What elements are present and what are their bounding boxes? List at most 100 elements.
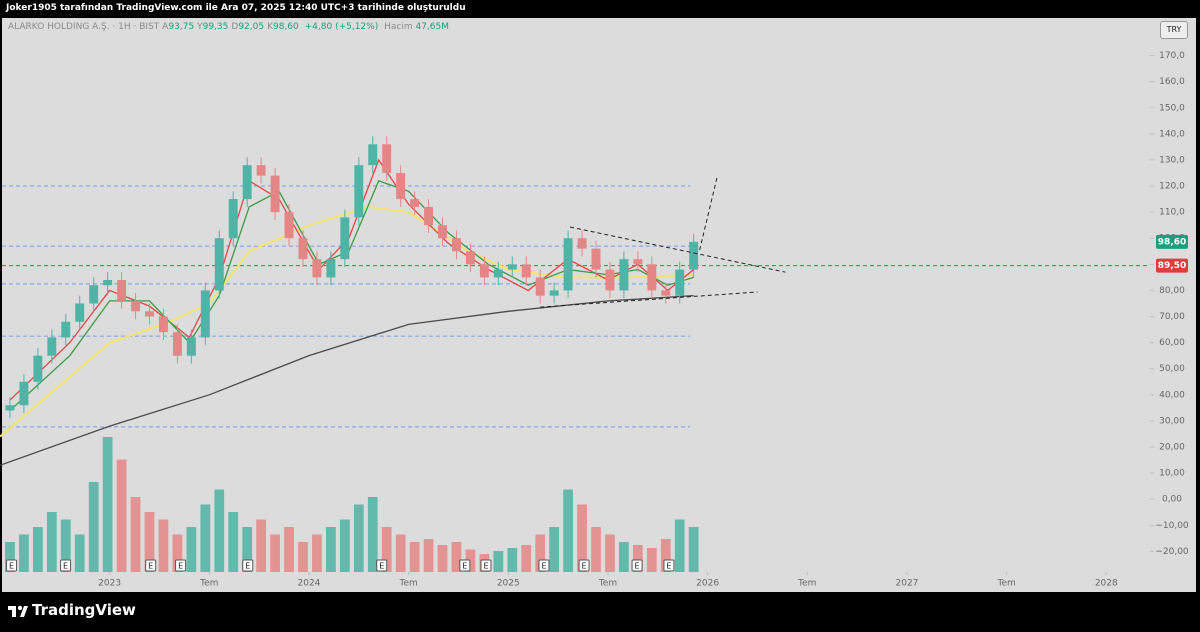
candle-body (33, 355, 43, 382)
volume-bar (116, 459, 127, 572)
volume-bar (605, 534, 615, 572)
event-marker (631, 559, 643, 572)
volume-bar (577, 504, 587, 572)
volume-bar (339, 519, 350, 572)
event-label: E (541, 562, 546, 571)
candle-body (549, 290, 559, 296)
candle-body (396, 173, 406, 200)
x-tick-label: Tem (598, 579, 617, 589)
candle-body (438, 225, 447, 239)
change: +4,80 (+5,12%) (304, 22, 379, 32)
event-label: E (462, 562, 467, 571)
candle-body (340, 217, 350, 260)
candle-body (382, 144, 392, 174)
candle-body (577, 238, 587, 249)
candle-body (465, 251, 475, 265)
event-label: E (63, 562, 68, 571)
candle-body (61, 321, 71, 338)
volume-bar (591, 527, 601, 572)
symbol: ALARKO HOLDING A.Ş. · 1H · BIST (8, 22, 160, 32)
candle-body (131, 300, 141, 312)
x-tick-label: 2025 (497, 579, 520, 589)
y-tick-label: 60,00 (1159, 338, 1185, 348)
y-tick-label: 160,0 (1159, 77, 1185, 87)
candle-body (493, 269, 503, 278)
volume-bar (507, 548, 518, 572)
event-marker (480, 559, 492, 572)
y-tick-label: 130,0 (1159, 155, 1185, 165)
candle-body (284, 212, 294, 239)
trendline (699, 174, 719, 251)
volume-bar (46, 512, 57, 572)
volume-bar (200, 504, 211, 572)
event-label: E (635, 562, 640, 571)
event-label: E (9, 562, 14, 571)
y-tick-label: 50,00 (1159, 364, 1185, 374)
x-tick-label: 2027 (896, 579, 919, 589)
candle-body (214, 238, 224, 291)
event-marker (60, 559, 72, 572)
candle-body (591, 248, 601, 270)
event-marker (459, 559, 471, 572)
candle-body (354, 165, 364, 218)
volume-bar (298, 542, 308, 572)
candle-body (19, 381, 29, 406)
currency-button[interactable]: TRY (1160, 21, 1188, 39)
price-label-box (1156, 234, 1188, 249)
volume-bar (465, 549, 476, 572)
volume-bar (437, 545, 448, 572)
candle-body (117, 279, 127, 301)
event-label: E (379, 562, 384, 571)
volume-bar (423, 539, 434, 572)
volume-bar (32, 527, 43, 572)
x-tick-label: Tem (398, 579, 417, 589)
event-label: E (582, 562, 587, 571)
volume-bar (563, 489, 573, 572)
volume-bar (130, 497, 141, 572)
price-label-box (1156, 258, 1188, 273)
volume-bar (660, 539, 671, 572)
quote-value: 92,05 (238, 22, 265, 32)
volume-bar (158, 519, 169, 572)
candle-body (47, 337, 57, 356)
event-marker (145, 559, 157, 572)
quote-value: 99,35 (202, 22, 229, 32)
candle-body (298, 238, 308, 260)
indicator-line (9, 180, 694, 411)
volume-value: 47,65M (415, 22, 450, 32)
trendline (569, 226, 786, 273)
header: Joker1905 tarafından TradingView.com ile… (6, 3, 466, 13)
volume-bar (102, 437, 113, 572)
candle-body (410, 199, 420, 207)
candle-body (312, 259, 322, 278)
candle-body (186, 337, 196, 356)
volume-bar (60, 519, 71, 572)
event-marker (6, 559, 18, 572)
candle-body (368, 144, 378, 166)
candle-body (172, 332, 182, 356)
volume-label: Hacim (384, 22, 413, 32)
volume-bar (353, 504, 364, 572)
volume-bar (688, 527, 699, 572)
volume-bar (5, 542, 15, 572)
candle-body (103, 279, 113, 286)
price-label: 89,50 (1158, 261, 1186, 271)
quote-value: 98,60 (272, 22, 299, 32)
candle-body (647, 264, 657, 291)
y-tick-label: 170,0 (1159, 51, 1185, 61)
volume-bar (367, 497, 378, 572)
event-marker (175, 559, 187, 572)
chart-area (2, 18, 1196, 592)
event-label: E (666, 562, 671, 571)
x-tick-label: Tem (199, 579, 218, 589)
volume-bar (144, 512, 155, 572)
event-marker (242, 559, 254, 572)
volume-bar (172, 534, 183, 572)
candle-body (145, 311, 154, 317)
candle-body (633, 259, 643, 265)
candle-body (424, 206, 434, 226)
quote: A93,75 Y99,35 D92,05 K98,60 (162, 22, 302, 32)
candle-body (675, 269, 685, 296)
